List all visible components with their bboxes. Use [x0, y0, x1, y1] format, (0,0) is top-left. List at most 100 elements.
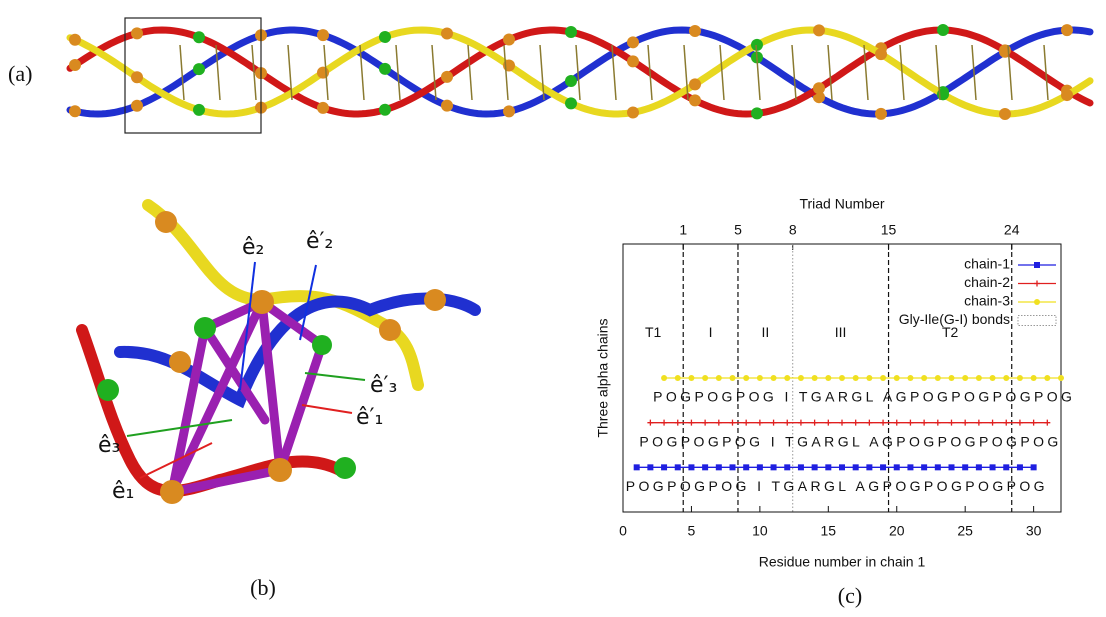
atom	[503, 105, 515, 118]
atom	[441, 70, 453, 83]
point	[852, 419, 859, 426]
point	[688, 464, 695, 471]
point	[770, 419, 777, 426]
point	[729, 419, 736, 426]
point	[1044, 419, 1051, 426]
point	[880, 464, 887, 471]
h-bond	[863, 44, 869, 101]
point	[811, 419, 818, 426]
x-tick-label: 30	[1026, 523, 1042, 539]
legend-label: chain-3	[964, 293, 1010, 309]
x2-tick-label: 8	[789, 222, 797, 238]
point	[811, 464, 818, 471]
arrows	[126, 261, 366, 479]
zoom-box	[124, 17, 262, 134]
point	[661, 464, 668, 471]
point	[784, 419, 791, 426]
chain-tube	[66, 26, 1094, 118]
x-tick-label: 20	[889, 523, 905, 539]
legend-marker	[1034, 262, 1040, 268]
h-bond	[467, 44, 473, 101]
chain-tube	[66, 26, 1094, 118]
point	[852, 464, 859, 471]
point	[633, 464, 640, 471]
point	[797, 419, 804, 426]
point	[1058, 375, 1064, 381]
sequence-label: POGPOGPOG I TGARGL AGPOGPOGPOGPOG	[639, 433, 1058, 449]
region-label: III	[835, 324, 847, 340]
point	[934, 464, 941, 471]
point	[1044, 375, 1051, 381]
point	[784, 464, 791, 471]
point	[880, 419, 887, 426]
vector-label: ê₂	[242, 235, 264, 260]
point	[770, 375, 777, 381]
x-tick-label: 15	[821, 523, 837, 539]
point	[839, 375, 845, 381]
h-bond	[791, 44, 797, 101]
h-bond	[935, 44, 941, 101]
point	[866, 464, 873, 471]
point	[1030, 375, 1037, 381]
vector-label: ê′₂	[306, 229, 333, 254]
point	[715, 375, 722, 381]
atom	[999, 107, 1011, 120]
legend-label: chain-2	[964, 274, 1010, 290]
legend-marker	[1034, 280, 1040, 287]
atom	[193, 103, 205, 116]
point	[893, 375, 900, 381]
h-bond	[755, 44, 761, 101]
sequence-label: POGPOGPOG I TGARGL AGPOGPOGPOGPOG	[653, 389, 1072, 405]
atom	[131, 71, 143, 84]
point	[647, 464, 654, 471]
point	[866, 419, 873, 426]
atom	[751, 38, 763, 51]
point	[893, 419, 900, 426]
h-bond	[395, 44, 401, 101]
triad-render	[76, 199, 481, 504]
atom	[875, 48, 887, 61]
atom	[441, 27, 453, 40]
region-label: T2	[942, 324, 959, 340]
x-tick-label: 10	[752, 523, 768, 539]
legend-label: chain-1	[964, 256, 1010, 272]
x-tick-label: 0	[619, 523, 627, 539]
panel-label: (a)	[8, 61, 32, 86]
h-bond	[179, 44, 185, 101]
h-bond	[431, 44, 437, 101]
atom	[937, 24, 949, 37]
point	[921, 464, 928, 471]
point	[934, 419, 941, 426]
point	[825, 419, 832, 426]
h-bond	[503, 44, 509, 101]
point	[948, 464, 955, 471]
point	[921, 419, 928, 426]
atom	[689, 94, 701, 107]
atom	[751, 107, 763, 120]
point	[839, 419, 845, 426]
atom	[69, 105, 81, 118]
point	[1003, 375, 1010, 381]
point	[647, 419, 654, 426]
point	[1016, 419, 1023, 426]
vector-label: ê′₃	[370, 373, 397, 398]
point	[975, 464, 982, 471]
vector-label: ê₃	[98, 433, 120, 458]
point	[907, 419, 914, 426]
atom	[69, 33, 81, 46]
atom	[627, 36, 639, 49]
point	[756, 419, 763, 426]
atom	[193, 31, 205, 44]
x-axis-label: Residue number in chain 1	[759, 554, 926, 570]
h-bond	[1043, 44, 1049, 101]
h-bond	[719, 44, 725, 101]
atom	[503, 33, 515, 46]
h-bond	[359, 44, 365, 101]
region-label: II	[761, 324, 769, 340]
atom	[689, 78, 701, 91]
x2-tick-label: 1	[679, 222, 687, 238]
point	[784, 375, 791, 381]
point	[743, 419, 750, 426]
atom	[193, 63, 205, 76]
atom	[131, 27, 143, 40]
